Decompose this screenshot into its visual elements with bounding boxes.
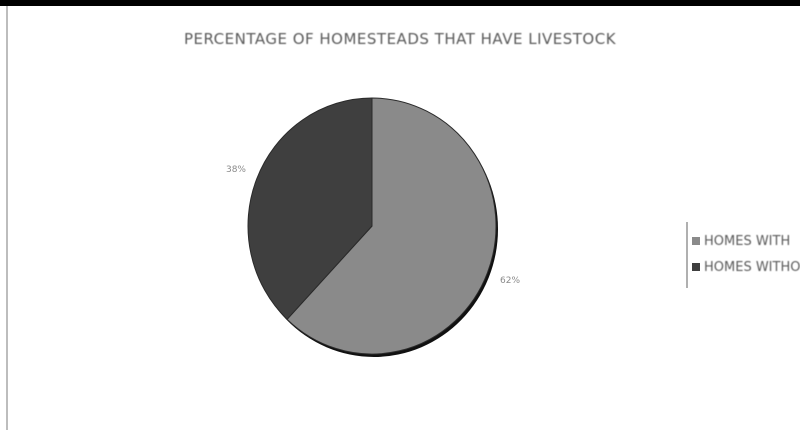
pie-data-label-1: 38%	[226, 165, 246, 175]
legend-label-homes-with: HOMES WITH	[704, 233, 791, 249]
legend-item-homes-without: HOMES WITHOUT	[692, 254, 800, 280]
pie-slice-1	[247, 97, 373, 321]
pie-slice-0	[286, 97, 497, 355]
legend-item-homes-with: HOMES WITH	[692, 228, 798, 254]
chart-title: PERCENTAGE OF HOMESTEADS THAT HAVE LIVES…	[183, 30, 617, 48]
pie-data-labels: 62% 38%	[226, 165, 520, 286]
pie-slices	[247, 97, 498, 357]
left-border	[6, 6, 8, 430]
legend: HOMES WITH HOMES WITHOUT	[686, 222, 800, 288]
legend-swatch-homes-with	[692, 237, 700, 245]
top-border	[0, 0, 800, 6]
legend-swatch-homes-without	[692, 263, 700, 271]
pie-data-label-0: 62%	[500, 276, 520, 286]
legend-label-homes-without: HOMES WITHOUT	[704, 259, 800, 275]
